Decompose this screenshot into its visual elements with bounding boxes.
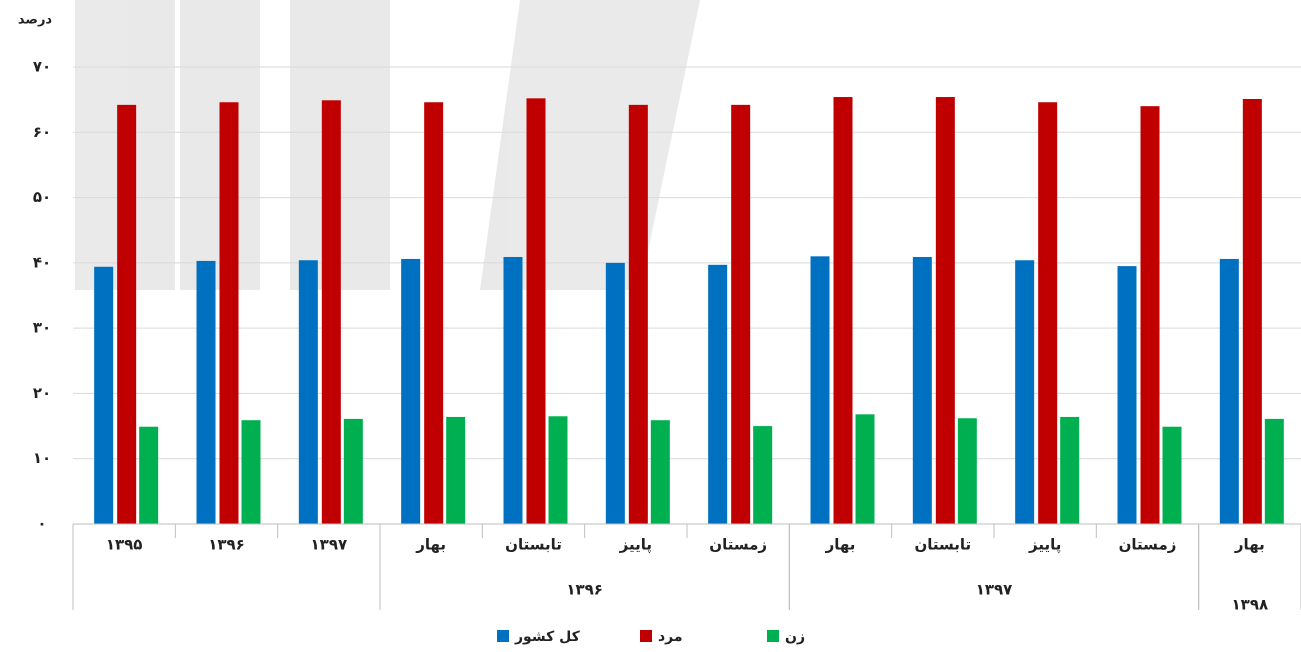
watermark — [75, 0, 700, 290]
bar — [1060, 417, 1079, 524]
bar — [139, 427, 158, 524]
x-tick-label: تابستان — [914, 536, 971, 554]
bar — [1015, 260, 1034, 524]
legend-label: زن — [785, 629, 805, 645]
bar — [1265, 419, 1284, 524]
bar — [834, 97, 853, 524]
bar — [424, 102, 443, 524]
y-tick-label: ۲۰ — [33, 384, 51, 402]
y-tick-label: ۷۰ — [33, 58, 51, 76]
bar — [344, 419, 363, 524]
x-tick-label: پاییز — [619, 536, 652, 555]
bar — [606, 263, 625, 524]
y-axis-label: درصد — [18, 13, 53, 28]
bar — [1141, 106, 1160, 524]
bar — [708, 265, 727, 524]
bar — [117, 105, 136, 524]
bar — [1118, 266, 1137, 524]
bar — [856, 414, 875, 524]
bar — [504, 257, 523, 524]
bar — [197, 261, 216, 524]
bar — [242, 420, 261, 524]
y-tick-label: ۳۰ — [33, 319, 51, 337]
page: {"chart_data": { "type": "bar", "y_label… — [0, 0, 1301, 652]
bar — [811, 256, 830, 524]
legend-label: کل کشور — [514, 629, 581, 645]
group-label: ۱۳۹۶ — [566, 581, 603, 599]
x-tick-label: بهار — [1234, 536, 1265, 554]
bar — [527, 98, 546, 524]
bar — [936, 97, 955, 524]
bar — [446, 417, 465, 524]
bar — [629, 105, 648, 524]
bar — [958, 418, 977, 524]
y-tick-label: ۶۰ — [33, 123, 51, 141]
bar — [651, 420, 670, 524]
bar — [549, 416, 568, 524]
y-tick-label: ۰ — [37, 515, 46, 533]
x-tick-label: ۱۳۹۵ — [106, 536, 143, 554]
legend-swatch — [497, 630, 509, 642]
bar — [1243, 99, 1262, 524]
legend-swatch — [767, 630, 779, 642]
bar — [299, 260, 318, 524]
group-label: ۱۳۹۸ — [1232, 596, 1269, 614]
bar — [1163, 427, 1182, 524]
legend-swatch — [640, 630, 652, 642]
y-tick-label: ۵۰ — [33, 188, 51, 206]
x-tick-label: زمستان — [709, 536, 767, 554]
x-tick-label: ۱۳۹۶ — [208, 536, 245, 554]
x-tick-label: زمستان — [1119, 536, 1177, 554]
y-tick-label: ۴۰ — [33, 253, 51, 271]
bar — [913, 257, 932, 524]
x-tick-label: بهار — [415, 536, 446, 554]
x-tick-label: ۱۳۹۷ — [311, 536, 348, 554]
bar — [731, 105, 750, 524]
x-tick-label: پاییز — [1028, 536, 1061, 555]
bar — [220, 102, 239, 524]
bar — [94, 267, 113, 524]
group-label: ۱۳۹۷ — [976, 581, 1013, 599]
x-tick-label: تابستان — [505, 536, 562, 554]
bar — [322, 100, 341, 524]
bar — [1038, 102, 1057, 524]
chart: درصد ۰ ۱۰ ۲۰ ۳۰ ۴۰ ۵۰ ۶۰ ۷۰ ۱۳۹۵ ۱۳۹۶ ۱۳۹۷ بهار تابس… — [0, 0, 1301, 652]
y-tick-label: ۱۰ — [33, 449, 51, 467]
bar — [753, 426, 772, 524]
x-tick-label: بهار — [825, 536, 856, 554]
bar — [1220, 259, 1239, 524]
bar — [401, 259, 420, 524]
legend-label: مرد — [658, 629, 683, 645]
